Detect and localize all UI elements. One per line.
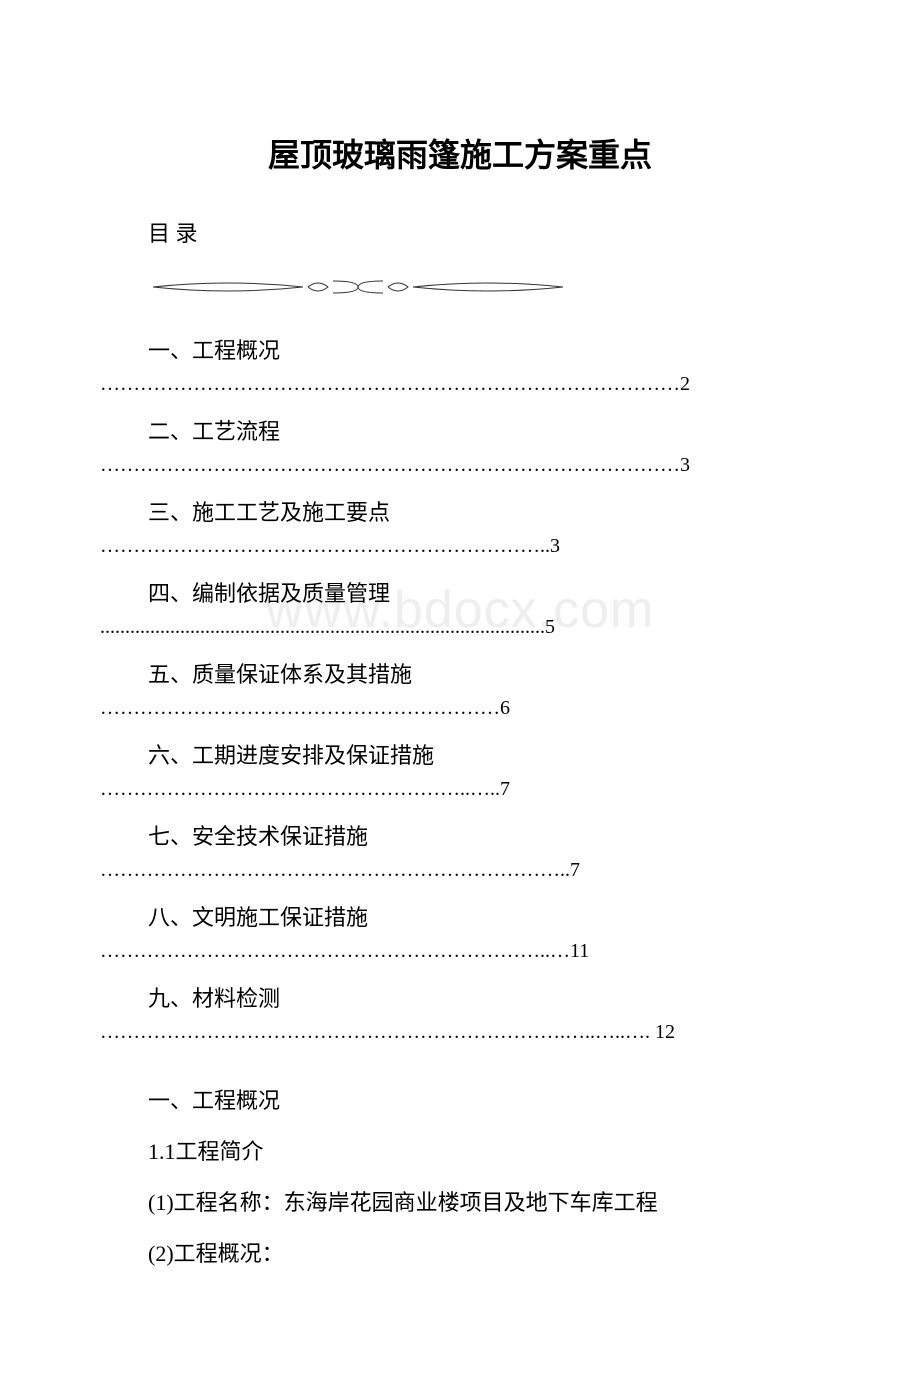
toc-item: 三、施工工艺及施工要点 …………………………………………………………..3 (100, 495, 820, 558)
toc-item-label: 八、文明施工保证措施 (148, 900, 820, 932)
toc-item-label: 七、安全技术保证措施 (148, 819, 820, 851)
toc-item: 八、文明施工保证措施 …………………………………………………………..…11 (100, 900, 820, 963)
toc-item: 七、安全技术保证措施 ……………………………………………………………..7 (100, 819, 820, 882)
toc-item-dots: ........................................… (100, 616, 820, 639)
toc-item-label: 六、工期进度安排及保证措施 (148, 738, 820, 770)
toc-item: 六、工期进度安排及保证措施 ………………………………………………..…..7 (100, 738, 820, 801)
document-page: 屋顶玻璃雨篷施工方案重点 目 录 一、工程概况 …………………………………………… (0, 0, 920, 1388)
toc-item-label: 九、材料检测 (148, 981, 820, 1013)
toc-item-dots: ………………………………………………..…..7 (100, 778, 820, 801)
toc-item: 一、工程概况 ……………………………………………………………………………2 (100, 333, 820, 396)
toc-item-dots: ……………………………………………………………..7 (100, 859, 820, 882)
document-title: 屋顶玻璃雨篷施工方案重点 (100, 130, 820, 176)
toc-item-dots: ……………………………………………………6 (100, 697, 820, 720)
toc-item-label: 五、质量保证体系及其措施 (148, 657, 820, 689)
toc-item: 五、质量保证体系及其措施 ……………………………………………………6 (100, 657, 820, 720)
toc-item-dots: …………………………………………………………….…..…..…. 12 (100, 1021, 820, 1044)
body-text: (1)工程名称：东海岸花园商业楼项目及地下车库工程 (148, 1186, 820, 1219)
section-heading: 一、工程概况 (148, 1084, 820, 1117)
toc-heading: 目 录 (148, 216, 820, 248)
subsection-heading: 1.1工程简介 (148, 1135, 820, 1168)
toc-item: 九、材料检测 …………………………………………………………….…..…..…. … (100, 981, 820, 1044)
toc-item: 二、工艺流程 ……………………………………………………………………………3 (100, 414, 820, 477)
toc-item-dots: ……………………………………………………………………………2 (100, 373, 820, 396)
decorative-divider (148, 276, 568, 303)
toc-item: 四、编制依据及质量管理 ............................… (100, 576, 820, 639)
divider-icon (148, 276, 568, 298)
toc-item-label: 三、施工工艺及施工要点 (148, 495, 820, 527)
toc-item-label: 二、工艺流程 (148, 414, 820, 446)
toc-item-label: 一、工程概况 (148, 333, 820, 365)
toc-item-dots: …………………………………………………………..3 (100, 535, 820, 558)
toc-item-dots: …………………………………………………………..…11 (100, 940, 820, 963)
body-section: 一、工程概况 1.1工程简介 (1)工程名称：东海岸花园商业楼项目及地下车库工程… (100, 1084, 820, 1270)
toc-item-label: 四、编制依据及质量管理 (148, 576, 820, 608)
body-text: (2)工程概况： (148, 1237, 820, 1270)
toc-item-dots: ……………………………………………………………………………3 (100, 454, 820, 477)
